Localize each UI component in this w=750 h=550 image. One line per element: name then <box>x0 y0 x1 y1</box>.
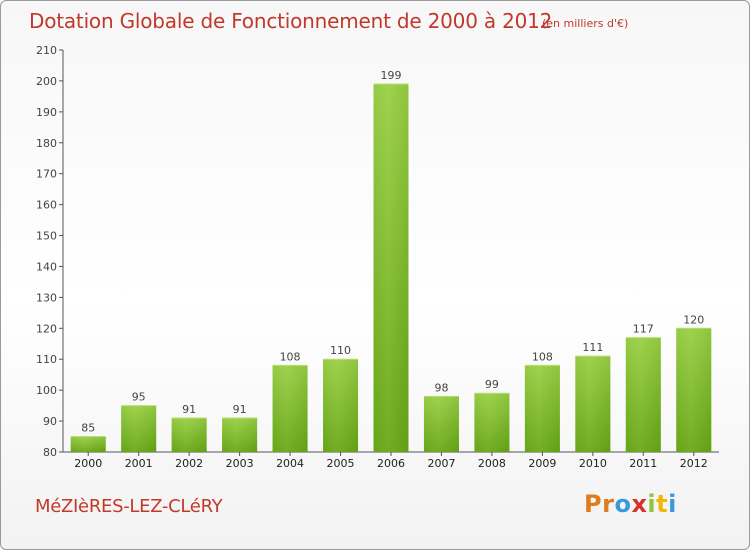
y-tick-label: 90 <box>43 415 57 428</box>
y-tick-label: 100 <box>36 384 57 397</box>
bar-value-label: 108 <box>532 350 553 363</box>
logo-letter: t <box>656 490 669 518</box>
y-tick-label: 200 <box>36 75 57 88</box>
x-tick-label: 2010 <box>579 457 607 470</box>
bar-value-label: 91 <box>182 403 196 416</box>
logo-letter: i <box>668 490 677 518</box>
logo-letter: o <box>614 490 632 518</box>
logo-letter: x <box>631 490 648 518</box>
chart-title: Dotation Globale de Fonctionnement de 20… <box>29 9 553 33</box>
bar-value-label: 98 <box>434 381 448 394</box>
bar-value-label: 91 <box>233 403 247 416</box>
y-tick-label: 190 <box>36 106 57 119</box>
x-tick-label: 2003 <box>226 457 254 470</box>
bar-value-label: 110 <box>330 344 351 357</box>
bar-shading <box>272 365 308 452</box>
bar-value-label: 199 <box>381 69 402 82</box>
bar-shading <box>323 359 359 452</box>
y-tick-label: 170 <box>36 168 57 181</box>
x-tick-label: 2011 <box>629 457 657 470</box>
y-tick-label: 110 <box>36 353 57 366</box>
x-tick-label: 2004 <box>276 457 304 470</box>
bar-value-label: 99 <box>485 378 499 391</box>
bar-value-label: 95 <box>132 391 146 404</box>
bar-shading <box>222 417 258 452</box>
bar-value-label: 120 <box>683 313 704 326</box>
bar-shading <box>373 84 409 452</box>
bar-shading <box>423 396 459 452</box>
bar-value-label: 85 <box>81 422 95 435</box>
bar-shading <box>70 436 106 452</box>
x-tick-label: 2008 <box>478 457 506 470</box>
bar-shading <box>474 393 510 452</box>
y-tick-label: 210 <box>36 44 57 57</box>
proxiti-logo: Proxiti <box>584 490 677 518</box>
bar-value-label: 117 <box>633 323 654 336</box>
logo-letter: i <box>647 490 657 518</box>
x-tick-label: 2007 <box>427 457 455 470</box>
y-tick-label: 160 <box>36 199 57 212</box>
y-tick-label: 80 <box>43 446 57 459</box>
bar-shading <box>524 365 560 452</box>
bar-shading <box>171 417 207 452</box>
commune-name: MéZIèRES-LEZ-CLéRY <box>35 496 223 517</box>
y-tick-label: 130 <box>36 291 57 304</box>
x-tick-label: 2005 <box>327 457 355 470</box>
x-tick-label: 2009 <box>528 457 556 470</box>
logo-letter: r <box>602 490 615 518</box>
bar-shading <box>625 337 661 452</box>
bar-value-label: 108 <box>280 350 301 363</box>
y-tick-label: 120 <box>36 322 57 335</box>
y-tick-label: 180 <box>36 137 57 150</box>
x-tick-label: 2012 <box>680 457 708 470</box>
bar-value-label: 111 <box>582 341 603 354</box>
x-tick-label: 2002 <box>175 457 203 470</box>
logo-letter: P <box>584 490 603 518</box>
chart-subtitle: (en milliers d'€) <box>542 17 629 30</box>
bar-shading <box>575 356 611 452</box>
x-tick-label: 2001 <box>125 457 153 470</box>
bar-shading <box>676 328 712 452</box>
bar-shading <box>121 405 157 452</box>
y-tick-label: 140 <box>36 260 57 273</box>
x-tick-label: 2000 <box>74 457 102 470</box>
x-tick-label: 2006 <box>377 457 405 470</box>
y-tick-label: 150 <box>36 230 57 243</box>
